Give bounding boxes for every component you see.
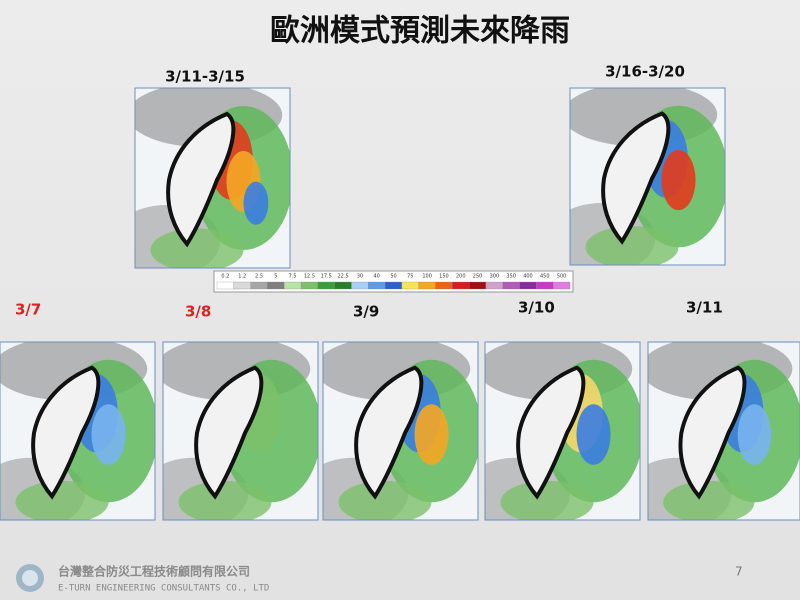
map-label: 3/11-3/15 <box>165 68 245 86</box>
legend-label: 500 <box>557 274 567 280</box>
logo-inner <box>22 570 38 586</box>
legend-swatch <box>502 281 520 290</box>
map-border <box>322 341 479 521</box>
legend-swatch <box>351 281 369 290</box>
legend-label: 1.2 <box>238 274 246 280</box>
green-area <box>585 226 679 265</box>
legend-swatch <box>250 281 268 290</box>
green-area <box>15 480 109 520</box>
map-content <box>648 342 800 520</box>
map-border <box>162 341 319 521</box>
rain-area <box>414 404 449 465</box>
page-number: 7 <box>735 565 743 579</box>
legend-label: 12.5 <box>304 274 315 280</box>
rain-map <box>647 341 800 521</box>
legend-swatch <box>468 281 487 290</box>
map-border <box>647 341 800 521</box>
map-content <box>570 88 725 265</box>
rain-map <box>322 341 479 521</box>
rain-area <box>661 149 696 211</box>
legend-label: 450 <box>540 274 550 280</box>
rain-area <box>737 404 772 465</box>
slide-title: 歐洲模式預測未來降雨 <box>270 14 570 49</box>
legend-label: 300 <box>490 274 500 280</box>
green-area <box>338 480 432 520</box>
legend-label: 150 <box>439 274 449 280</box>
legend-label: 75 <box>407 274 413 280</box>
map-label: 3/9 <box>353 303 379 321</box>
map-label: 3/8 <box>185 303 211 321</box>
legend-swatch <box>334 281 352 290</box>
rain-map <box>0 341 156 521</box>
legend-swatch <box>267 281 285 290</box>
legend-label: 0.2 <box>221 274 229 280</box>
map-label: 3/10 <box>518 299 555 317</box>
green-area <box>150 228 244 268</box>
legend-label: 350 <box>506 274 516 280</box>
legend-swatch <box>401 281 419 290</box>
map-border <box>484 341 641 521</box>
legend-label: 5 <box>274 274 277 280</box>
map-content <box>135 88 290 268</box>
map-content <box>0 342 155 520</box>
legend-swatch <box>300 281 319 290</box>
map-content <box>485 342 640 520</box>
legend-label: 200 <box>456 274 466 280</box>
map-border <box>134 87 291 269</box>
footer: 台灣整合防災工程技術顧問有限公司 E-TURN ENGINEERING CONS… <box>16 564 743 594</box>
legend-label: 17.5 <box>321 274 332 280</box>
rain-map <box>484 341 641 521</box>
legend-swatch <box>485 281 503 290</box>
map-content <box>163 342 318 520</box>
legend-swatch <box>553 281 571 290</box>
legend-swatch <box>384 281 403 290</box>
legend-label: 2.5 <box>255 274 263 280</box>
legend-swatch <box>435 281 453 290</box>
map-label: 3/11 <box>686 299 723 317</box>
green-area <box>663 480 755 520</box>
company-name-en: E-TURN ENGINEERING CONSULTANTS CO., LTD <box>58 584 269 594</box>
legend-label: 7.5 <box>289 274 297 280</box>
legend-label: 100 <box>422 274 432 280</box>
legend-label: 50 <box>390 274 396 280</box>
map-content <box>323 342 478 520</box>
map-label: 3/16-3/20 <box>605 63 685 81</box>
rain-map <box>162 341 319 521</box>
map-label: 3/7 <box>15 301 41 319</box>
rain-area <box>576 404 611 465</box>
legend-swatch <box>536 281 554 290</box>
rain-map <box>569 87 726 266</box>
rain-map <box>134 87 291 269</box>
legend-swatch <box>216 281 234 290</box>
legend-swatch <box>519 281 537 290</box>
rain-area <box>91 404 126 465</box>
legend-label: 22.5 <box>338 274 349 280</box>
rain-area <box>243 181 269 225</box>
legend-label: 400 <box>523 274 533 280</box>
legend-swatch <box>368 281 386 290</box>
legend-label: 40 <box>374 274 380 280</box>
green-area <box>500 480 594 520</box>
map-border <box>0 341 156 521</box>
legend-swatch <box>452 281 470 290</box>
green-area <box>178 480 272 520</box>
legend-swatch <box>233 281 251 290</box>
company-name: 台灣整合防災工程技術顧問有限公司 <box>58 564 250 579</box>
legend-label: 30 <box>357 274 363 280</box>
legend-swatch <box>418 281 436 290</box>
legend-swatch <box>284 281 302 290</box>
map-border <box>569 87 726 266</box>
legend-label: 250 <box>473 274 483 280</box>
legend-swatch <box>317 281 335 290</box>
